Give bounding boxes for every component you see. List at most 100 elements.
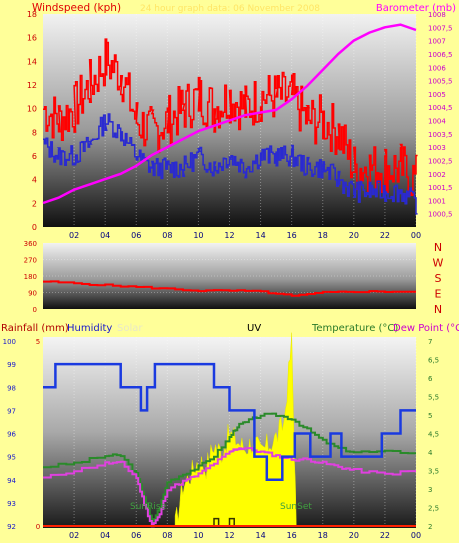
x-tick-label: 16 (287, 531, 297, 540)
humidity-tick-label: 96 (7, 431, 16, 439)
temp-tick-label: 6 (428, 375, 433, 383)
humidity-tick-label: 95 (7, 454, 16, 462)
x-tick-label: 08 (162, 231, 172, 240)
barometer-label: Barometer (mb) (376, 3, 456, 14)
wind-direction-line (43, 280, 416, 297)
compass-letter: W (433, 257, 444, 270)
y2-tick-label: 1005 (428, 91, 446, 99)
temp-tick-label: 7 (428, 338, 432, 346)
y2-tick-label: 1003 (428, 144, 446, 152)
y2-tick-label: 1006 (428, 64, 446, 72)
temp-tick-label: 3 (428, 486, 432, 494)
humidity-tick-label: 98 (7, 384, 16, 392)
windspeed-label: Windspeed (kph) (32, 2, 121, 14)
y-tick-label: 4 (32, 176, 37, 185)
temp-tick-label: 5,5 (428, 394, 439, 402)
y-tick-label: 6 (32, 152, 37, 161)
x-tick-label: 10 (193, 231, 203, 240)
y-tick-label: 8 (32, 128, 37, 137)
humidity-tick-label: 99 (7, 361, 16, 369)
temp-tick-label: 5 (428, 412, 432, 420)
compass-letter: E (435, 288, 442, 301)
y-tick-label: 0 (33, 306, 37, 314)
x-tick-label: 02 (69, 531, 79, 540)
y2-tick-label: 1001,5 (428, 184, 453, 192)
compass-letter: N (434, 303, 442, 316)
graph-title: 24 hour graph data: 06 November 2008 (140, 4, 320, 14)
temperature-y-axis: 2 2,5 3 3,5 4 4,5 5 5,5 6 6,5 7 (428, 338, 439, 531)
y-tick-label: 270 (24, 257, 37, 265)
x-tick-label: 14 (255, 531, 265, 540)
wind-x-axis: 02 04 06 08 10 12 14 16 18 20 22 00 (69, 231, 421, 240)
x-tick-label: 02 (69, 231, 79, 240)
x-tick-label: 06 (131, 231, 141, 240)
x-tick-label: 18 (318, 531, 328, 540)
x-tick-label: 06 (131, 531, 141, 540)
rain-tick-label: 5 (36, 338, 40, 346)
y-tick-label: 12 (27, 81, 37, 90)
y-tick-label: 360 (24, 240, 37, 248)
barometer-y-axis: 1000,5 1001 1001,5 1002 1002,5 1003 1003,5 1004… (428, 11, 453, 219)
x-tick-label: 20 (349, 231, 359, 240)
y2-tick-label: 1002,5 (428, 157, 453, 165)
y2-tick-label: 1002 (428, 171, 446, 179)
y2-tick-label: 1001 (428, 197, 446, 205)
temp-tick-label: 4 (428, 449, 433, 457)
dewpoint-line (43, 447, 416, 528)
y2-tick-label: 1007,5 (428, 24, 453, 32)
humidity-line (43, 362, 416, 482)
humidity-tick-label: 100 (3, 338, 16, 346)
y2-tick-label: 1004,5 (428, 104, 453, 112)
x-tick-label: 22 (380, 531, 390, 540)
dewpoint-label: Dew Point (°C (393, 323, 459, 334)
y-tick-label: 16 (27, 34, 37, 43)
y-tick-label: 2 (32, 199, 37, 208)
temp-tick-label: 2,5 (428, 505, 439, 513)
x-tick-label: 08 (162, 531, 172, 540)
temp-tick-label: 3,5 (428, 468, 439, 476)
x-tick-label: 14 (255, 231, 265, 240)
rainfall-y-axis: 05 (36, 338, 40, 531)
temp-tick-label: 2 (428, 523, 432, 531)
humidity-y-axis: 92 93 94 95 96 97 98 99 100 (3, 338, 17, 531)
y-tick-label: 90 (28, 290, 37, 298)
y-tick-label: 18 (27, 10, 37, 19)
y-tick-label: 180 (24, 273, 37, 281)
humidity-tick-label: 94 (7, 477, 16, 485)
y2-tick-label: 1006,5 (428, 51, 453, 59)
y2-tick-label: 1003,5 (428, 131, 453, 139)
y-tick-label: 14 (27, 57, 37, 66)
x-tick-label: 22 (380, 231, 390, 240)
x-tick-label: 00 (411, 531, 421, 540)
sunset-label: SunSet (280, 502, 312, 512)
barometer-line (42, 23, 417, 205)
compass-letter: S (435, 272, 442, 285)
x-tick-label: 18 (318, 231, 328, 240)
temperature-label: Temperature (°C) (311, 323, 398, 334)
x-tick-label: 12 (224, 231, 234, 240)
x-tick-label: 16 (287, 231, 297, 240)
uv-label: UV (247, 323, 261, 334)
direction-y-axis: 0 90 180 270 360 (24, 240, 37, 314)
sunrise-label: SunRise (130, 502, 167, 512)
y2-tick-label: 1000,5 (428, 211, 453, 219)
solar-label: Solar (117, 323, 143, 334)
humidity-tick-label: 92 (7, 523, 16, 531)
humidity-tick-label: 97 (7, 407, 16, 415)
x-tick-label: 20 (349, 531, 359, 540)
compass-letter: N (434, 241, 442, 254)
x-tick-label: 00 (411, 231, 421, 240)
humidity-label: Humidity (67, 323, 112, 334)
y2-tick-label: 1004 (428, 118, 446, 126)
x-tick-label: 12 (224, 531, 234, 540)
temp-tick-label: 6,5 (428, 357, 439, 365)
x-tick-label: 04 (100, 231, 110, 240)
rainfall-label: Rainfall (mm) (1, 323, 69, 334)
x-tick-label: 04 (100, 531, 110, 540)
y2-tick-label: 1005,5 (428, 78, 453, 86)
y2-tick-label: 1008 (428, 11, 446, 19)
humidity-tick-label: 93 (7, 500, 16, 508)
direction-panel-grid (43, 259, 416, 293)
